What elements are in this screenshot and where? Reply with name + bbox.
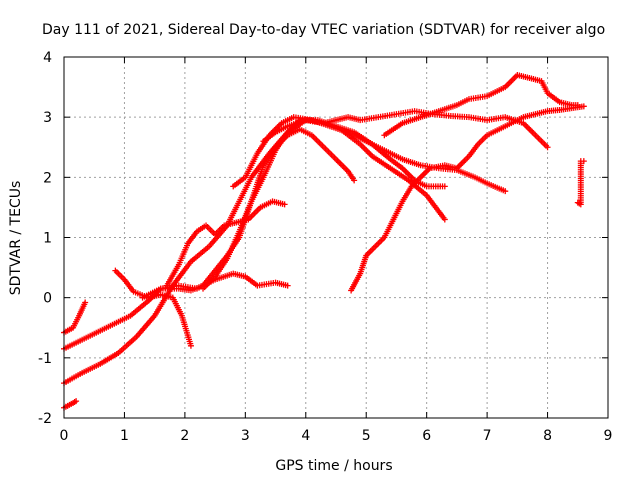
data-point: [502, 188, 509, 195]
series-trace-11: [348, 103, 587, 294]
series-trace-1: [61, 398, 80, 411]
data-point: [544, 144, 551, 151]
x-axis-label: GPS time / hours: [275, 458, 392, 474]
x-tick-label: 0: [60, 428, 69, 444]
series-trace-9: [200, 117, 448, 292]
data-point: [82, 299, 89, 306]
x-tick-label: 4: [301, 428, 310, 444]
series-trace-10: [260, 108, 551, 151]
series-trace-4: [61, 299, 89, 336]
y-tick-label: 2: [43, 170, 52, 186]
grid-lines: [64, 57, 608, 418]
y-tick-label: 3: [43, 110, 52, 126]
data-point: [187, 342, 194, 349]
series-trace-12: [381, 72, 581, 139]
data-point: [574, 102, 581, 109]
plot-frame: [63, 56, 609, 419]
data-point: [73, 398, 80, 405]
x-tick-label: 3: [241, 428, 250, 444]
series-trace-13: [574, 158, 587, 208]
data-point: [351, 177, 358, 184]
x-tick-label: 8: [543, 428, 552, 444]
y-tick-label: -1: [38, 351, 52, 367]
y-tick-label: 0: [43, 291, 52, 307]
data-point: [580, 103, 587, 110]
x-tick-label: 2: [180, 428, 189, 444]
x-tick-label: 9: [604, 428, 613, 444]
data-point: [441, 216, 448, 223]
y-axis-label: SDTVAR / TECUs: [8, 181, 24, 296]
y-tick-label: -2: [38, 411, 52, 427]
x-tick-label: 6: [422, 428, 431, 444]
data-point: [580, 158, 587, 165]
x-tick-label: 5: [362, 428, 371, 444]
data-point: [441, 183, 448, 190]
y-tick-label: 1: [43, 231, 52, 247]
x-tick-label: 1: [120, 428, 129, 444]
data-point: [284, 282, 291, 289]
series-trace-6: [163, 198, 288, 289]
y-tick-label: 4: [43, 50, 52, 66]
plot-series: [61, 72, 587, 411]
x-tick-label: 7: [483, 428, 492, 444]
data-point: [281, 201, 288, 208]
series-trace-5: [112, 267, 194, 349]
chart-title: Day 111 of 2021, Sidereal Day-to-day VTE…: [42, 22, 605, 38]
